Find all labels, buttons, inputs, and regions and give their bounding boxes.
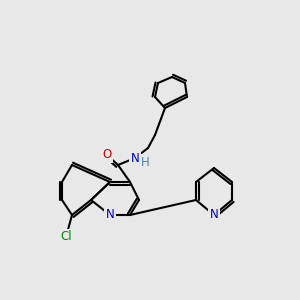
Text: N: N	[210, 208, 218, 221]
Text: O: O	[102, 148, 112, 161]
Text: H: H	[141, 155, 149, 169]
Text: N: N	[130, 152, 140, 164]
Text: Cl: Cl	[60, 230, 72, 244]
Text: N: N	[106, 208, 114, 221]
